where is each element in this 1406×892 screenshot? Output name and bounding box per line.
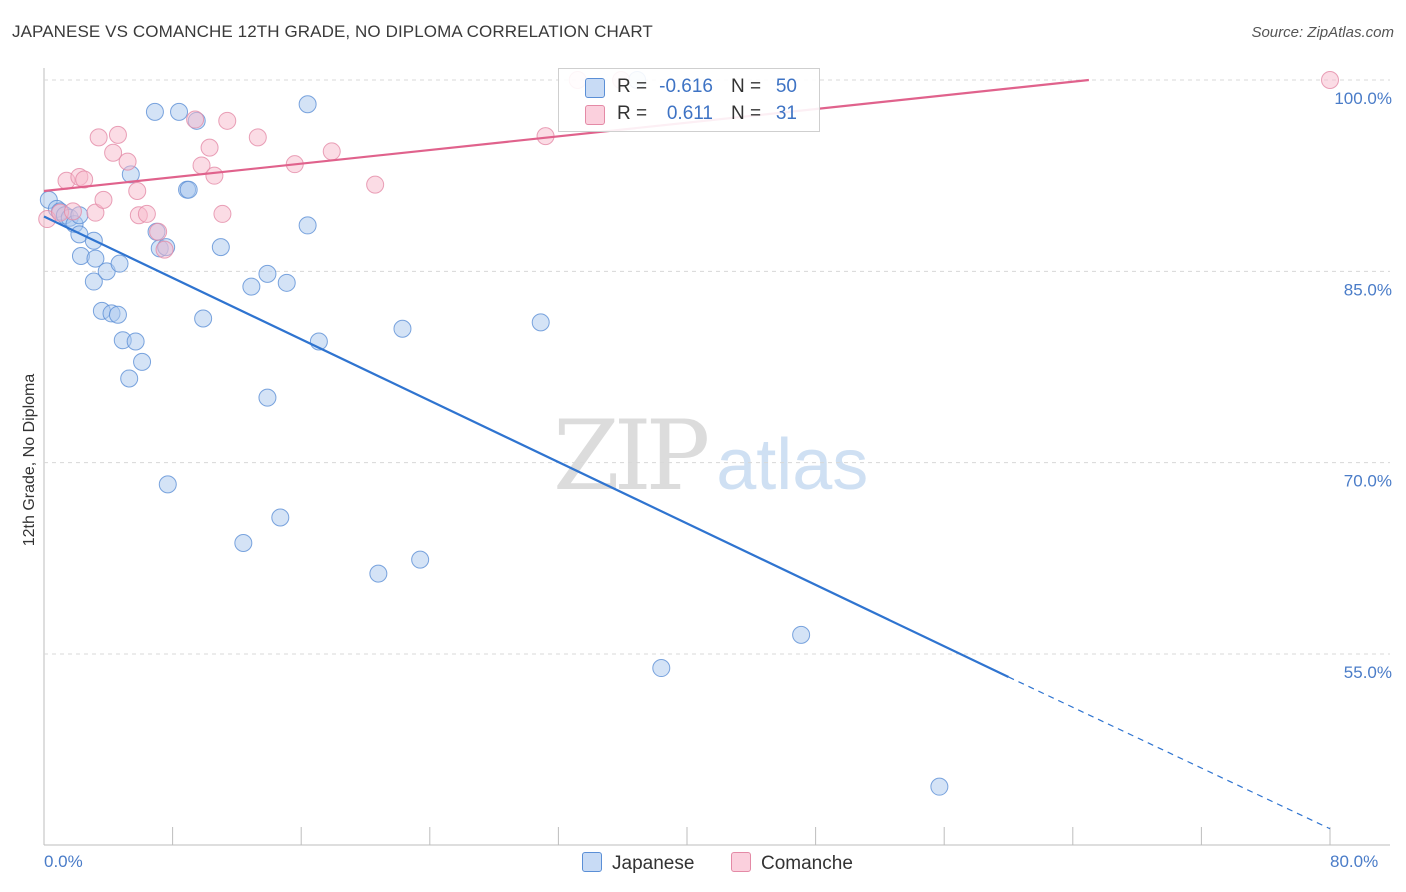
comanche-point [218,111,237,130]
comanche-point [366,175,385,194]
bottom-legend-comanche: Comanche [731,852,853,875]
legend-r-label: R = [617,103,648,124]
comanche-point [1321,71,1339,89]
comanche-point [200,138,219,157]
comanche-swatch [585,105,605,125]
japanese-point [411,550,430,569]
comanche-point [108,125,127,144]
comanche-point [104,143,123,162]
comanche-point [155,240,174,259]
y-tick-label: 85.0% [1344,280,1392,299]
comanche-point [213,204,232,223]
comanche-point [63,202,82,221]
legend-n-value: 31 [775,103,797,124]
japanese-point [258,388,277,407]
bottom-legend-japanese: Japanese [582,852,694,875]
comanche-point [149,222,168,241]
japanese-point [393,319,412,338]
japanese-point [120,369,139,388]
japanese-point [258,264,277,283]
japanese-point [271,508,290,527]
y-tick-label: 100.0% [1334,89,1392,108]
comanche-point [118,152,137,171]
japanese-point [133,352,152,371]
japanese-point [234,534,253,553]
legend-n-value: 50 [775,76,797,97]
comanche-point [94,190,113,209]
japanese-trend-line [43,215,1009,678]
japanese-point [84,272,103,291]
legend-r-value: 0.611 [666,103,713,124]
comanche-point [75,170,94,189]
japanese-point [126,332,145,351]
comanche-point [248,128,267,147]
legend-row-japanese: R = -0.616 N = 50 [559,74,819,100]
japanese-point [792,625,811,644]
watermark: ZIP atlas [553,400,868,512]
japanese-point [179,180,198,199]
comanche-legend-label: Comanche [761,853,853,874]
watermark-atlas: atlas [716,425,869,505]
japanese-legend-label: Japanese [612,853,695,874]
japanese-point [194,309,213,328]
y-tick-label: 70.0% [1344,472,1392,491]
japanese-point [145,102,164,121]
x-tick-label-min: 0.0% [44,852,83,871]
comanche-point [137,204,156,223]
japanese-point [930,777,949,796]
comanche-legend-swatch [731,852,751,872]
japanese-trend-line-extrapolated [1008,676,1331,830]
japanese-point [108,305,127,324]
japanese-legend-swatch [582,852,602,872]
comanche-point [186,110,205,129]
japanese-point [298,216,317,235]
comanche-trend-line [43,78,1089,193]
japanese-point [298,95,317,114]
comanche-point [128,181,147,200]
comanche-point [86,203,105,222]
japanese-point [110,254,129,273]
chart-title: JAPANESE VS COMANCHE 12TH GRADE, NO DIPL… [12,22,653,41]
legend-r-label: R = [617,76,648,97]
watermark-zip: ZIP [553,400,710,512]
legend-row-comanche: R = 0.611 N = 31 [559,101,819,127]
japanese-point [652,659,671,678]
legend-n-label: N = [731,103,762,124]
japanese-point [86,249,105,268]
comanche-point [205,166,224,185]
y-tick-label: 55.0% [1344,663,1392,682]
comanche-point [322,142,341,161]
japanese-swatch [585,78,605,98]
japanese-point [531,313,550,332]
comanche-point [89,128,108,147]
japanese-point [158,475,177,494]
x-tick-label-max: 80.0% [1330,852,1379,871]
japanese-point [242,277,261,296]
japanese-point [211,238,230,257]
legend-r-value: -0.616 [659,76,713,97]
source-label: Source: ZipAtlas.com [1251,24,1394,41]
japanese-point [170,102,189,121]
japanese-point [277,273,296,292]
y-axis-label: 12th Grade, No Diploma [21,373,38,547]
japanese-point [369,564,388,583]
legend-n-label: N = [731,76,762,97]
correlation-legend: R = -0.616 N = 50 R = 0.611 N = 31 [558,68,820,132]
